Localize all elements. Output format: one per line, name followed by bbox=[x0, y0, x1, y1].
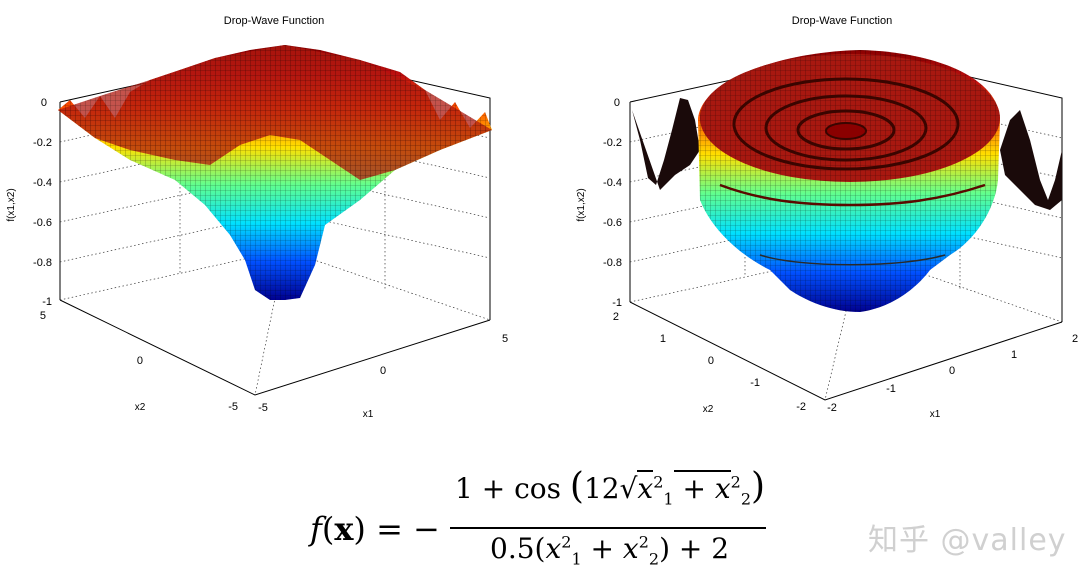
formula-num-arg: 12√ bbox=[583, 472, 638, 505]
formula-x2: x bbox=[714, 470, 731, 505]
right-surface-plot: Drop-Wave Function 0 -0.2 -0.4 -0.6 bbox=[576, 15, 1078, 420]
left-ztick: -0.2 bbox=[33, 137, 52, 149]
formula-num-start: 1 + cos bbox=[455, 472, 561, 505]
left-ylabel: x2 bbox=[135, 402, 146, 413]
formula-den-x2-sup: 2 bbox=[638, 532, 649, 552]
formula-den-plus: + bbox=[581, 532, 623, 565]
left-ytick: -5 bbox=[228, 401, 238, 413]
right-xtick: 1 bbox=[1011, 349, 1017, 361]
formula-den-x2-sub: 2 bbox=[648, 549, 660, 569]
left-ztick: -0.4 bbox=[33, 177, 52, 189]
left-xlabel: x1 bbox=[363, 409, 374, 420]
left-xtick: -5 bbox=[258, 402, 268, 414]
right-ztick: -0.6 bbox=[603, 217, 622, 229]
formula-x1-sub: 1 bbox=[663, 489, 674, 509]
right-plot-title: Drop-Wave Function bbox=[792, 15, 892, 27]
right-xtick: -2 bbox=[827, 402, 837, 414]
left-ztick: -0.6 bbox=[33, 217, 52, 229]
formula-fraction-bar bbox=[450, 527, 766, 529]
right-ztick: -0.8 bbox=[603, 257, 622, 269]
watermark: 知乎 @valley bbox=[868, 523, 1067, 558]
figure-canvas: Drop-Wave Function 0 -0.2 -0.4 -0.6 -0.8… bbox=[6, 15, 1078, 420]
left-xtick: 5 bbox=[502, 333, 508, 345]
formula-plus: + bbox=[673, 470, 715, 505]
right-surface bbox=[632, 50, 1062, 312]
right-floor-edges bbox=[629, 301, 1063, 401]
formula-x1: x bbox=[637, 470, 654, 505]
right-ytick: -2 bbox=[796, 401, 806, 413]
right-xtick: 0 bbox=[949, 365, 955, 377]
formula-equals: = − bbox=[365, 510, 440, 548]
right-ztick: 0 bbox=[614, 97, 620, 109]
right-zlabel: f(x1,x2) bbox=[576, 188, 587, 221]
formula-den-x1-sub: 1 bbox=[571, 549, 582, 569]
left-ztick: 0 bbox=[41, 97, 47, 109]
formula-paren-close: ) bbox=[751, 466, 766, 507]
formula-fn: f bbox=[310, 510, 322, 548]
left-floor-edges bbox=[59, 299, 491, 396]
right-xtick: 2 bbox=[1072, 333, 1078, 345]
formula-den-x2: x bbox=[622, 532, 639, 565]
formula-denominator: 0.5(x21 + x22) + 2 bbox=[490, 532, 729, 569]
right-ztick: -0.4 bbox=[603, 177, 622, 189]
left-ztick: -0.8 bbox=[33, 257, 52, 269]
formula-var: x bbox=[334, 510, 354, 548]
formula-den-end: ) + 2 bbox=[659, 532, 730, 565]
left-zlabel: f(x1,x2) bbox=[6, 188, 17, 221]
formula-den-x1: x bbox=[545, 532, 562, 565]
formula-den-x1-sup: 2 bbox=[561, 532, 572, 552]
formula-lhs-close: ) bbox=[353, 510, 366, 548]
right-xlabel: x1 bbox=[930, 409, 941, 420]
left-ztick: -1 bbox=[42, 296, 52, 308]
right-ytick: 0 bbox=[708, 355, 714, 367]
right-ztick: -1 bbox=[612, 297, 622, 309]
formula-lhs-open: ( bbox=[321, 510, 335, 548]
drop-wave-formula: f(x) = − 1 + cos (12√x21 + x22) 0.5(x21 … bbox=[300, 462, 780, 572]
right-ytick: 1 bbox=[660, 333, 666, 345]
right-ztick: -0.2 bbox=[603, 137, 622, 149]
right-ylabel: x2 bbox=[703, 404, 714, 415]
formula-x1-sup: 2 bbox=[653, 472, 664, 492]
left-surface bbox=[58, 45, 492, 300]
left-plot-title: Drop-Wave Function bbox=[224, 15, 324, 27]
formula-lhs: f(x) = − bbox=[310, 510, 440, 548]
right-ytick: -1 bbox=[750, 377, 760, 389]
left-ytick: 5 bbox=[40, 310, 46, 322]
formula-x2-sup: 2 bbox=[730, 472, 741, 492]
right-xtick: -1 bbox=[886, 383, 896, 395]
formula-x2-sub: 2 bbox=[740, 489, 752, 509]
left-xtick: 0 bbox=[380, 365, 386, 377]
formula-den-start: 0.5( bbox=[490, 532, 546, 565]
left-surface-plot: Drop-Wave Function 0 -0.2 -0.4 -0.6 -0.8… bbox=[6, 15, 508, 420]
right-ytick: 2 bbox=[613, 311, 619, 323]
left-ytick: 0 bbox=[137, 355, 143, 367]
formula-numerator: 1 + cos (12√x21 + x22) bbox=[455, 466, 765, 509]
formula-paren-open: ( bbox=[569, 466, 584, 507]
